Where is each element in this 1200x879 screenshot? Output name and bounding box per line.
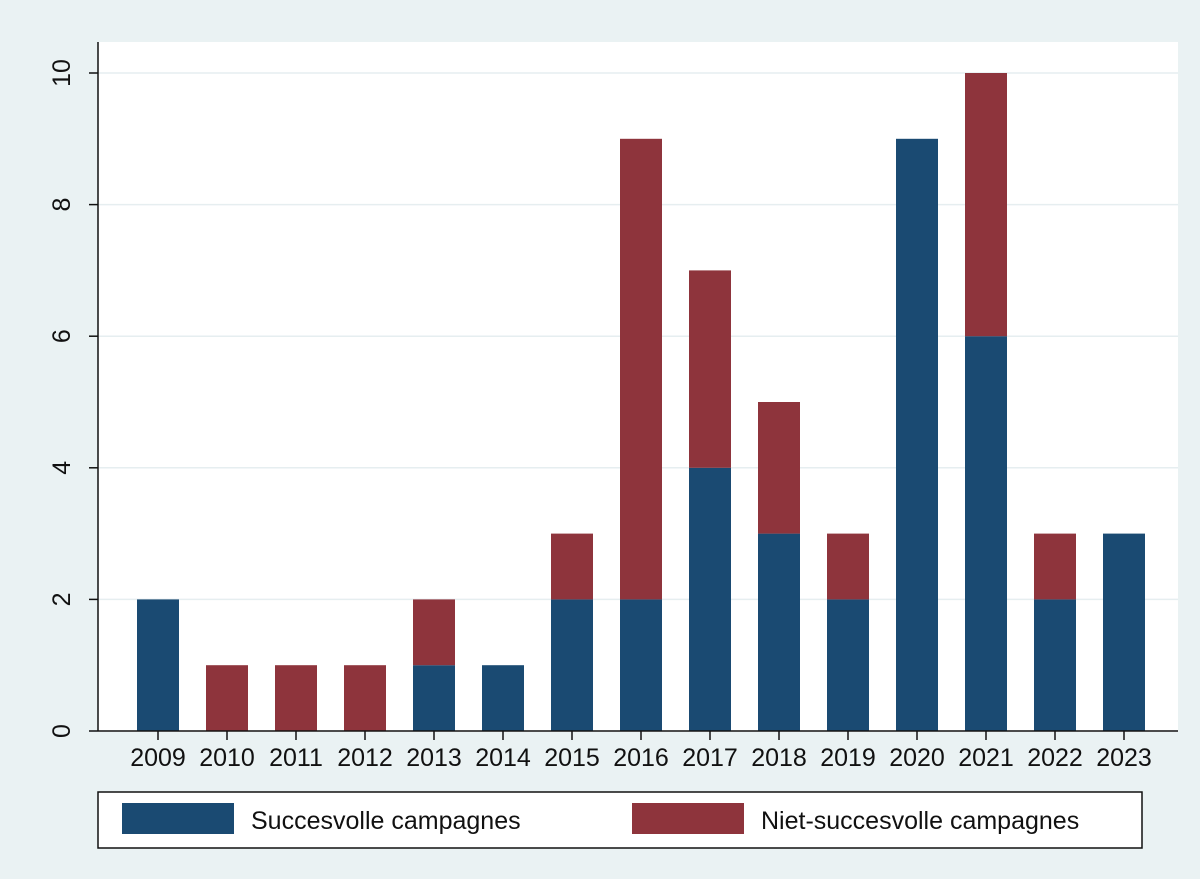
bar-2018-niet-succesvolle <box>758 402 800 534</box>
x-tick-label-2018: 2018 <box>751 744 807 772</box>
bar-2019-niet-succesvolle <box>827 533 869 600</box>
bar-2014-succesvolle <box>482 665 524 731</box>
legend-label-niet-succesvolle: Niet-succesvolle campagnes <box>761 807 1079 835</box>
x-axis: 2009 2010 2011 2012 2013 2014 2015 2016 2017 2018… <box>130 731 1152 772</box>
legend-box <box>97 791 1143 849</box>
bar-2012-niet-succesvolle <box>344 665 386 731</box>
bar-2017-niet-succesvolle <box>689 270 731 468</box>
y-tick-label-8: 8 <box>48 198 76 212</box>
y-axis: 0 2 4 6 8 10 <box>48 59 98 738</box>
bar-2019-succesvolle <box>827 599 869 731</box>
x-tick-label-2015: 2015 <box>544 744 600 772</box>
bar-2021-niet-succesvolle <box>965 73 1007 337</box>
y-tick-label-4: 4 <box>48 461 76 475</box>
bar-2023-succesvolle <box>1103 533 1145 731</box>
y-tick-label-2: 2 <box>48 592 76 606</box>
x-tick-label-2011: 2011 <box>269 744 323 772</box>
legend-label-succesvolle: Succesvolle campagnes <box>251 807 521 835</box>
x-tick-label-2023: 2023 <box>1096 744 1152 772</box>
bar-2016-niet-succesvolle <box>620 138 662 600</box>
x-tick-label-2019: 2019 <box>820 744 876 772</box>
legend-swatch-niet-succesvolle <box>632 803 744 834</box>
bar-2015-succesvolle <box>551 599 593 731</box>
x-tick-label-2009: 2009 <box>130 744 186 772</box>
x-tick-label-2017: 2017 <box>682 744 738 772</box>
x-tick-label-2010: 2010 <box>199 744 255 772</box>
bar-2010-niet-succesvolle <box>206 665 248 731</box>
bar-2018-succesvolle <box>758 533 800 731</box>
bar-2009-succesvolle <box>137 599 179 731</box>
x-tick-label-2014: 2014 <box>475 744 531 772</box>
bar-2021-succesvolle <box>965 336 1007 731</box>
y-tick-label-6: 6 <box>48 329 76 343</box>
bar-2022-niet-succesvolle <box>1034 533 1076 600</box>
bar-2013-succesvolle <box>413 665 455 731</box>
bar-2011-niet-succesvolle <box>275 665 317 731</box>
bar-2016-succesvolle <box>620 599 662 731</box>
x-tick-label-2013: 2013 <box>406 744 462 772</box>
x-tick-label-2016: 2016 <box>613 744 669 772</box>
bar-2022-succesvolle <box>1034 599 1076 731</box>
legend: Succesvolle campagnes Niet-succesvolle c… <box>97 791 1143 849</box>
bars <box>137 73 1145 732</box>
x-tick-label-2020: 2020 <box>889 744 945 772</box>
bar-2013-niet-succesvolle <box>413 599 455 666</box>
legend-swatch-succesvolle <box>122 803 234 834</box>
y-tick-label-10: 10 <box>48 59 76 87</box>
bar-2015-niet-succesvolle <box>551 533 593 600</box>
x-tick-label-2012: 2012 <box>337 744 393 772</box>
x-tick-label-2021: 2021 <box>958 744 1014 772</box>
y-tick-label-0: 0 <box>48 724 76 738</box>
bar-2017-succesvolle <box>689 467 731 731</box>
x-tick-label-2022: 2022 <box>1027 744 1083 772</box>
bar-2020-succesvolle <box>896 138 938 732</box>
